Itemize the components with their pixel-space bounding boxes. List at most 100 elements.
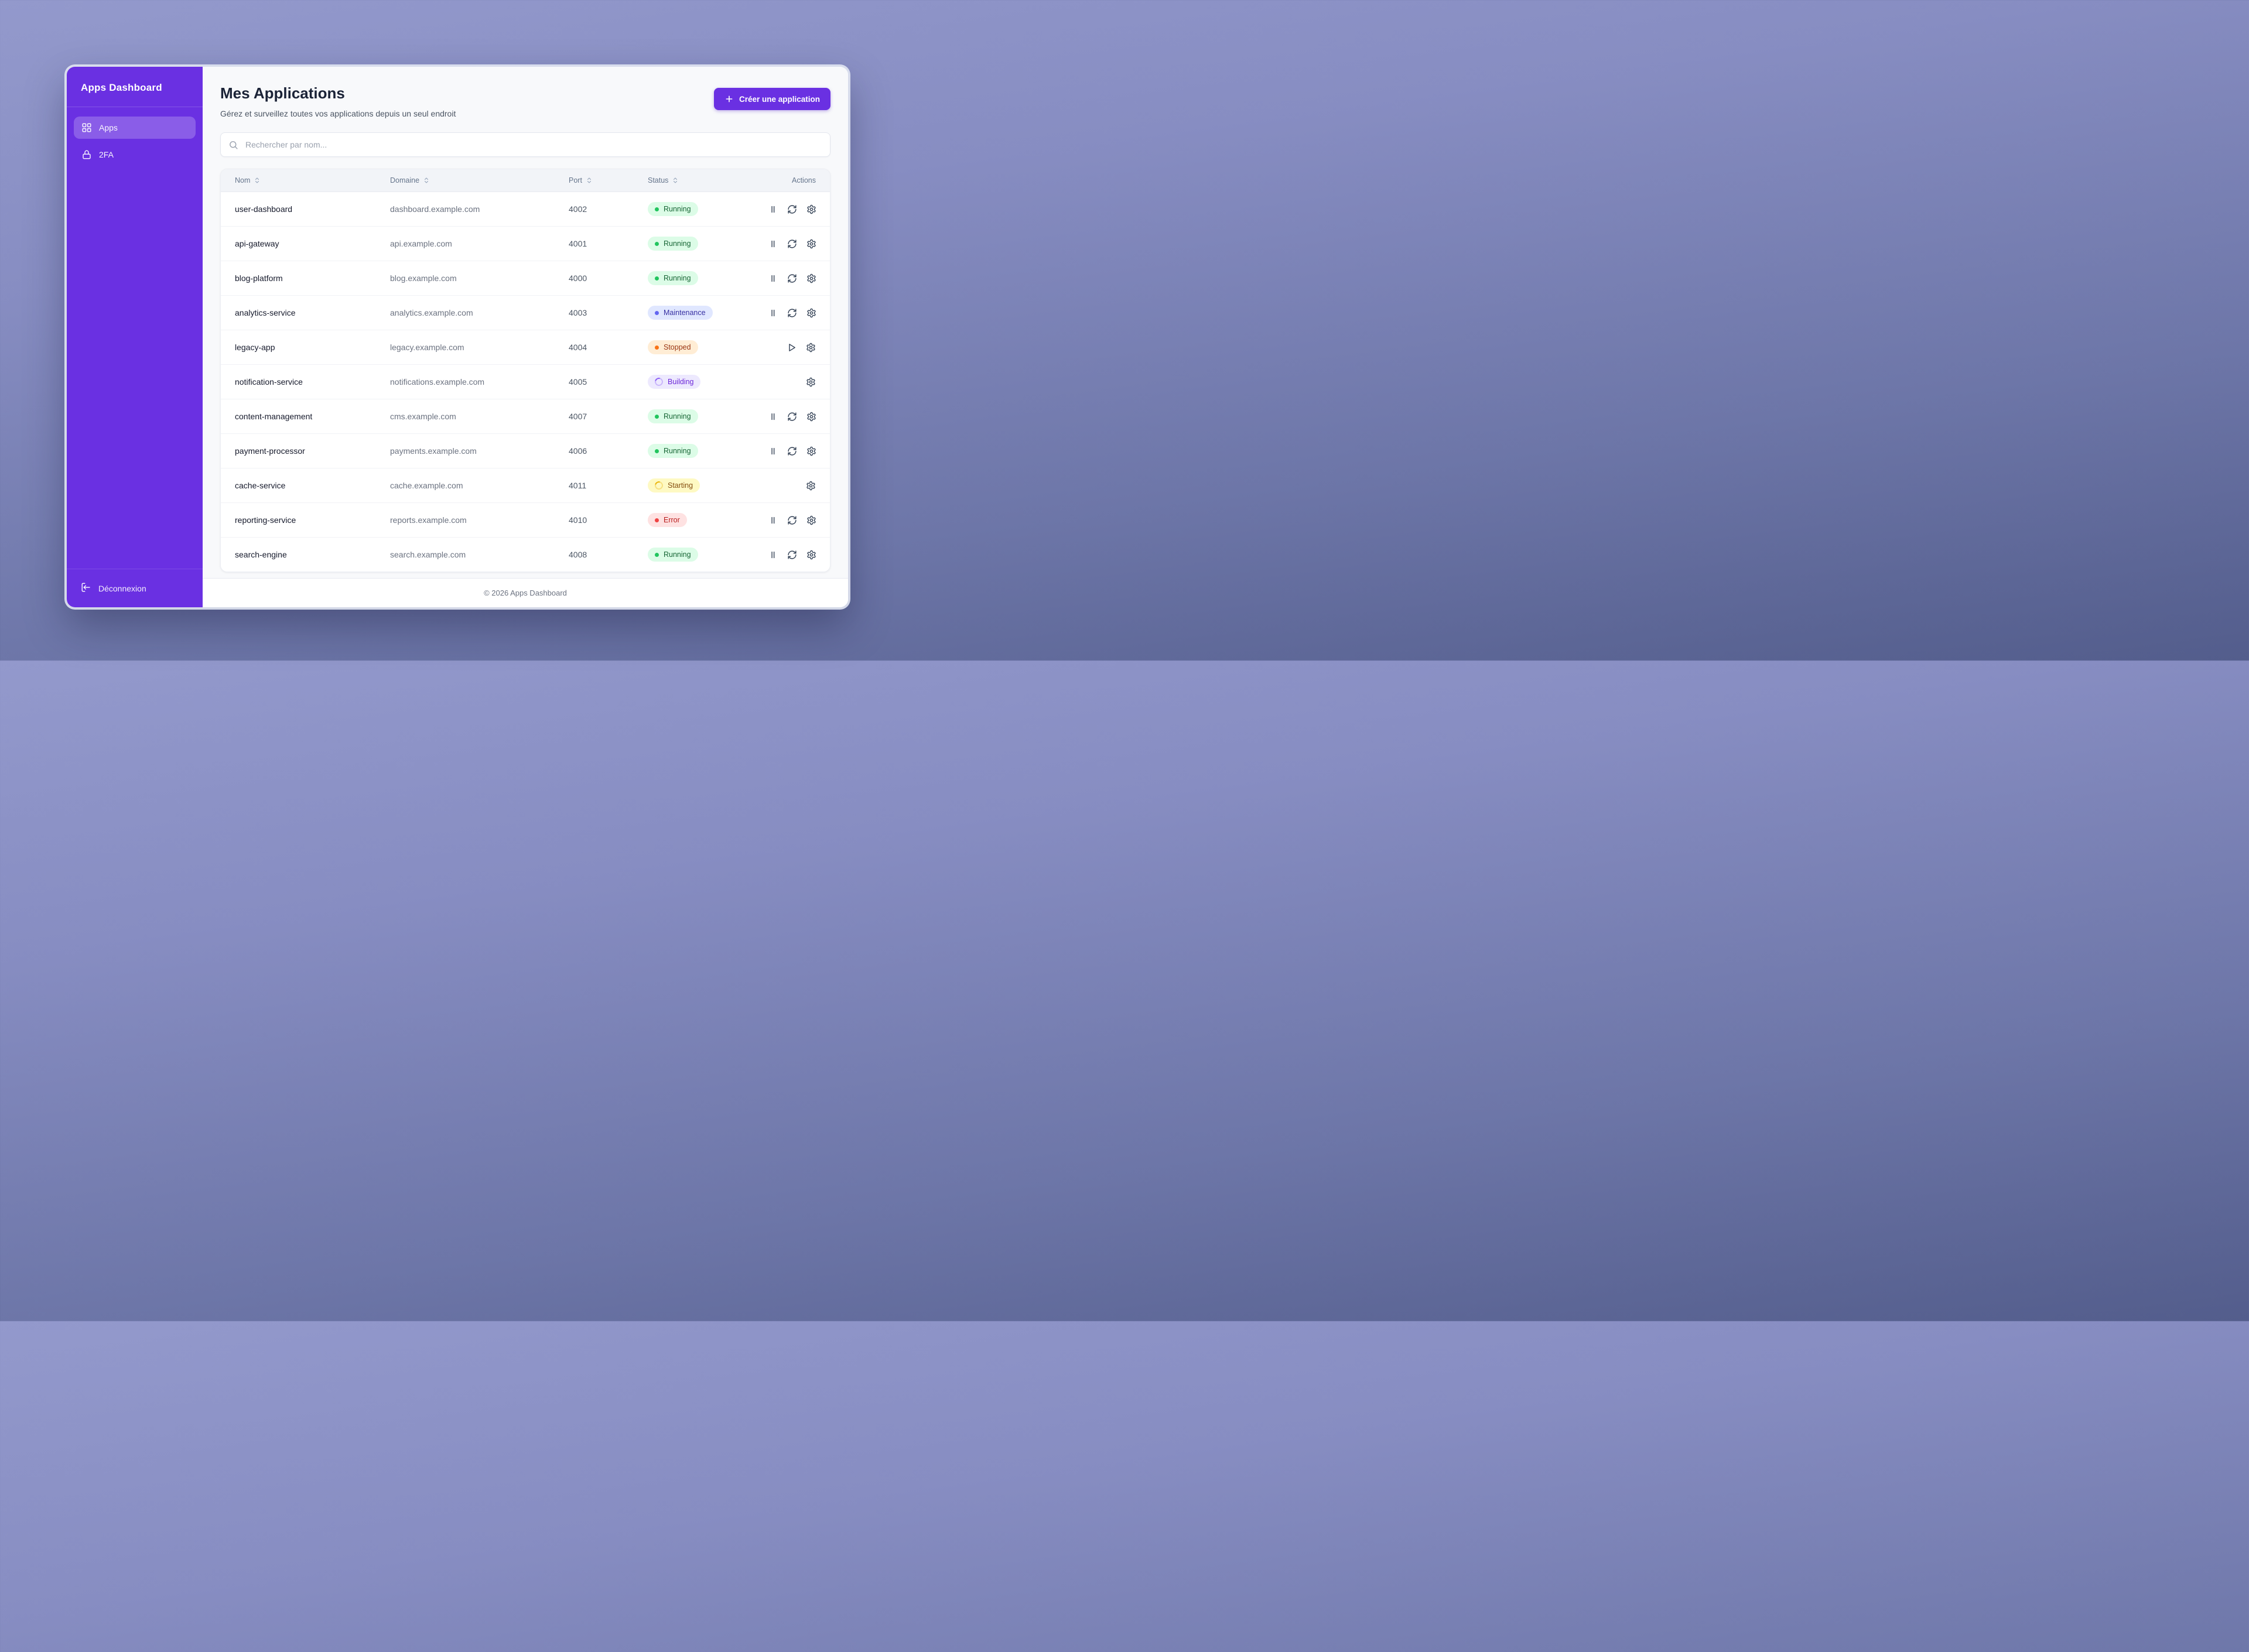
spinner-icon — [653, 480, 665, 491]
app-port: 4004 — [569, 343, 587, 352]
sort-icon — [672, 177, 679, 184]
table-row: notification-service notifications.exampl… — [221, 365, 830, 399]
status-badge: Maintenance — [648, 306, 713, 320]
settings-button[interactable] — [806, 550, 816, 560]
pause-button[interactable] — [768, 273, 778, 283]
restart-button[interactable] — [787, 239, 797, 249]
sidebar-item-apps[interactable]: Apps — [74, 117, 196, 139]
status-label: Starting — [668, 481, 693, 490]
pause-icon — [768, 239, 778, 249]
restart-button[interactable] — [787, 515, 797, 525]
settings-icon — [806, 446, 816, 456]
play-button[interactable] — [787, 343, 797, 353]
actions-cell — [768, 481, 816, 491]
pause-button[interactable] — [768, 515, 778, 525]
column-header-actions: Actions — [792, 176, 816, 184]
status-badge: Running — [648, 271, 698, 285]
actions-cell — [768, 412, 816, 422]
page-subtitle: Gérez et surveillez toutes vos applicati… — [220, 109, 456, 118]
status-cell: Running — [648, 202, 768, 216]
actions-cell — [768, 446, 816, 456]
pause-icon — [768, 273, 778, 283]
sidebar-item-2fa[interactable]: 2FA — [74, 143, 196, 166]
settings-button[interactable] — [806, 515, 816, 525]
status-badge: Running — [648, 548, 698, 562]
restart-button[interactable] — [787, 412, 797, 422]
restart-icon — [787, 308, 797, 318]
app-domain: legacy.example.com — [390, 343, 464, 352]
settings-icon — [806, 377, 816, 387]
sidebar-title: Apps Dashboard — [67, 67, 203, 107]
pause-button[interactable] — [768, 308, 778, 318]
app-port: 4001 — [569, 239, 587, 248]
table-row: blog-platform blog.example.com 4000 Running — [221, 261, 830, 296]
restart-icon — [787, 446, 797, 456]
settings-icon — [806, 308, 816, 318]
pause-button[interactable] — [768, 550, 778, 560]
logout-button[interactable]: Déconnexion — [67, 569, 203, 607]
restart-button[interactable] — [787, 308, 797, 318]
status-badge: Building — [648, 375, 701, 389]
status-dot-icon — [655, 310, 659, 315]
settings-button[interactable] — [806, 239, 816, 249]
settings-button[interactable] — [806, 308, 816, 318]
restart-icon — [787, 273, 797, 283]
column-header-nom[interactable]: Nom — [235, 176, 390, 184]
app-name: blog-platform — [235, 273, 283, 283]
page-title: Mes Applications — [220, 84, 345, 102]
status-badge: Running — [648, 237, 698, 251]
restart-button[interactable] — [787, 446, 797, 456]
status-badge: Running — [648, 409, 698, 423]
status-cell: Starting — [648, 478, 768, 492]
column-header-status[interactable]: Status — [648, 176, 768, 184]
settings-button[interactable] — [806, 273, 816, 283]
restart-button[interactable] — [787, 550, 797, 560]
sort-icon — [423, 177, 430, 184]
restart-button[interactable] — [787, 204, 797, 214]
spinner-icon — [653, 376, 665, 388]
table-row: search-engine search.example.com 4008 Runni… — [221, 538, 830, 572]
app-port: 4011 — [569, 481, 587, 490]
restart-button[interactable] — [787, 273, 797, 283]
status-cell: Running — [648, 444, 768, 458]
status-dot-icon — [655, 414, 659, 419]
status-label: Running — [664, 240, 691, 248]
settings-button[interactable] — [806, 343, 816, 353]
status-cell: Maintenance — [648, 306, 768, 320]
actions-cell — [768, 239, 816, 249]
app-window: Apps Dashboard Apps 2FA Déconnexion — [67, 67, 848, 607]
pause-button[interactable] — [768, 239, 778, 249]
restart-icon — [787, 412, 797, 422]
create-application-button[interactable]: Créer une application — [713, 88, 830, 110]
status-label: Building — [668, 378, 694, 386]
table-row: analytics-service analytics.example.com 40… — [221, 296, 830, 330]
status-cell: Running — [648, 237, 768, 251]
settings-button[interactable] — [806, 446, 816, 456]
settings-button[interactable] — [806, 377, 816, 387]
pause-button[interactable] — [768, 412, 778, 422]
app-port: 4000 — [569, 273, 587, 283]
pause-icon — [768, 446, 778, 456]
status-label: Stopped — [664, 343, 691, 351]
pause-button[interactable] — [768, 204, 778, 214]
status-badge: Running — [648, 444, 698, 458]
actions-cell — [768, 343, 816, 353]
pause-button[interactable] — [768, 446, 778, 456]
app-name: api-gateway — [235, 239, 279, 248]
settings-button[interactable] — [806, 412, 816, 422]
lock-icon — [81, 149, 92, 160]
status-label: Running — [664, 412, 691, 420]
settings-icon — [806, 343, 816, 353]
status-cell: Running — [648, 409, 768, 423]
sidebar: Apps Dashboard Apps 2FA Déconnexion — [67, 67, 203, 607]
app-name: cache-service — [235, 481, 286, 490]
column-header-domaine[interactable]: Domaine — [390, 176, 569, 184]
settings-button[interactable] — [806, 204, 816, 214]
status-badge: Stopped — [648, 340, 698, 354]
search-input[interactable] — [244, 139, 822, 150]
status-cell: Stopped — [648, 340, 768, 354]
settings-button[interactable] — [806, 481, 816, 491]
status-badge: Error — [648, 513, 687, 527]
column-header-port[interactable]: Port — [569, 176, 648, 184]
status-dot-icon — [655, 345, 659, 350]
